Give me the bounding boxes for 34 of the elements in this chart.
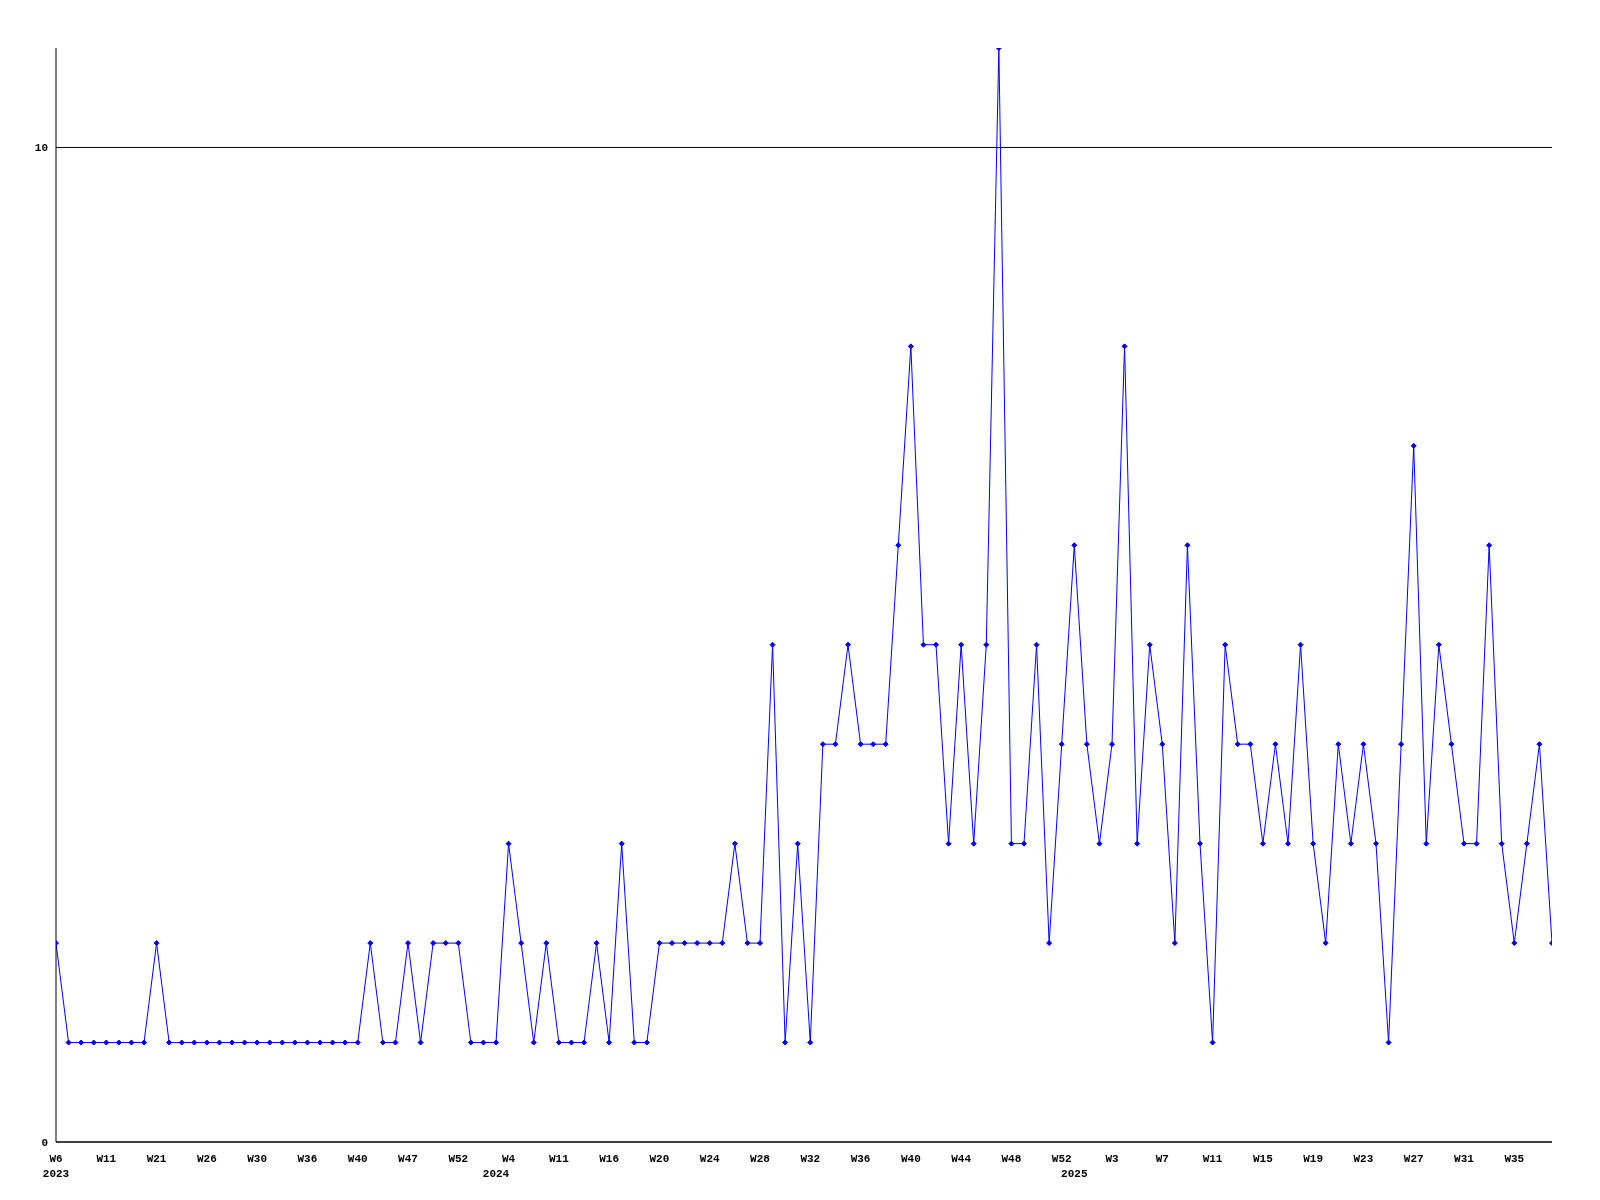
x-tick-label: W52	[1051, 1153, 1072, 1165]
x-tick-label: 2025	[1061, 1168, 1088, 1180]
x-tick-label: W24	[699, 1153, 721, 1165]
x-tick-label: W19	[1303, 1153, 1324, 1165]
x-tick-label: W44	[951, 1153, 972, 1165]
y-tick-label: 10	[34, 142, 48, 155]
x-tick-label: W15	[1252, 1153, 1274, 1165]
x-tick-label: W35	[1504, 1153, 1525, 1165]
x-tick-label: W3	[1105, 1153, 1119, 1165]
x-tick-label: W26	[196, 1153, 217, 1165]
x-tick-label: W47	[398, 1153, 418, 1165]
x-tick-label: W31	[1454, 1153, 1475, 1165]
x-tick-label: W20	[649, 1153, 670, 1165]
x-tick-label: W32	[800, 1153, 821, 1165]
x-tick-label: W30	[247, 1153, 268, 1165]
x-tick-label: W40	[900, 1153, 921, 1165]
x-tick-label: 2024	[482, 1168, 510, 1180]
x-tick-label: W40	[347, 1153, 368, 1165]
x-tick-label: W16	[599, 1153, 620, 1165]
x-tick-label: W6 2023	[42, 1153, 70, 1180]
x-tick-label: W52	[448, 1153, 469, 1165]
y-tick-label: 0	[41, 1136, 48, 1149]
x-tick-label: W4	[501, 1153, 516, 1165]
x-tick-label: W11	[548, 1153, 570, 1165]
x-tick-label: W11	[1202, 1153, 1223, 1165]
x-tick-label: W48	[1001, 1153, 1022, 1165]
x-tick-label: W36	[850, 1153, 871, 1165]
x-tick-label: W36	[297, 1153, 318, 1165]
x-tick-label: W7	[1155, 1153, 1169, 1165]
x-tick-label: W28	[750, 1153, 771, 1165]
x-tick-label: W27	[1403, 1153, 1424, 1165]
x-tick-label: W11	[96, 1153, 117, 1165]
x-tick-label: W23	[1353, 1153, 1374, 1165]
x-tick-label: W21	[146, 1153, 167, 1165]
